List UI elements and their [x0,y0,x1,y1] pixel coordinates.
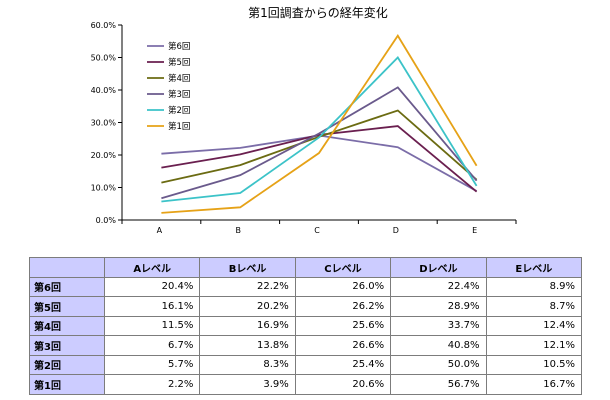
table-cell: 33.7% [390,315,487,336]
table-cell: 3.9% [199,374,296,395]
table-body: 第6回 20.4% 22.2% 26.0% 22.4% 8.9% 第5回 16.1% 20.2%… [29,276,583,395]
table-cell: 25.6% [294,315,392,336]
column-header: Aレベル [103,257,201,278]
table-cell: 22.4% [390,276,487,297]
series-line [161,56,478,203]
table-row: 第4回 11.5% 16.9% 25.6% 33.7% 12.4% [29,315,583,336]
table-cell: 10.5% [485,354,583,375]
line-chart: 第1回調査からの経年変化 0.0% 10.0% 20.0% 30.0% 40.0% 50.… [91,5,517,235]
row-header: 第6回 [29,276,105,297]
table-cell: 2.2% [103,374,201,395]
x-tick-label: D [393,226,399,235]
table-header-row: Aレベル Bレベル Cレベル Dレベル Eレベル [29,257,583,278]
y-tick-label: 10.0% [91,184,117,193]
table-cell: 20.4% [103,276,201,297]
table-cell: 25.4% [294,354,392,375]
table-cell: 8.7% [485,296,583,317]
series-line [161,86,478,200]
chart-title: 第1回調査からの経年変化 [248,5,388,20]
table-corner-cell [29,257,105,278]
table-cell: 16.1% [103,296,201,317]
table-cell: 26.0% [294,276,392,297]
y-tick-label: 60.0% [91,21,117,30]
table-cell: 8.3% [199,354,296,375]
x-tick-label: A [157,226,163,235]
row-header: 第3回 [29,335,105,356]
y-tick-label: 40.0% [91,86,117,95]
line-chart-svg: 第1回調査からの経年変化 0.0% 10.0% 20.0% 30.0% 40.0% 50.… [91,5,517,235]
table-cell: 56.7% [390,374,487,395]
table-row: 第5回 16.1% 20.2% 26.2% 28.9% 8.7% [29,296,583,317]
series-line [161,125,478,193]
table-row: 第2回 5.7% 8.3% 25.4% 50.0% 10.5% [29,354,583,375]
table-row: 第6回 20.4% 22.2% 26.0% 22.4% 8.9% [29,276,583,297]
series-line [161,134,478,192]
table-cell: 16.7% [485,374,583,395]
table-cell: 20.6% [294,374,392,395]
table-cell: 16.9% [199,315,296,336]
data-table: Aレベル Bレベル Cレベル Dレベル Eレベル 第6回 20.4% 22.2% 26… [29,257,583,395]
series-line [161,34,478,214]
table-cell: 8.9% [485,276,583,297]
column-header: Bレベル [199,257,296,278]
table-cell: 22.2% [199,276,296,297]
x-tick-label: B [235,226,241,235]
chart-axes: 0.0% 10.0% 20.0% 30.0% 40.0% 50.0% 60.0% A B C D E [91,21,517,235]
x-tick-label: E [472,226,477,235]
row-header: 第5回 [29,296,105,317]
legend-label: 第2回 [168,105,190,116]
table-cell: 20.2% [199,296,296,317]
y-tick-label: 50.0% [91,54,117,63]
table-row: 第1回 2.2% 3.9% 20.6% 56.7% 16.7% [29,374,583,395]
row-header: 第2回 [29,354,105,375]
table-cell: 13.8% [199,335,296,356]
legend-label: 第1回 [168,121,190,132]
row-header: 第1回 [29,374,105,395]
table-cell: 6.7% [103,335,201,356]
table-cell: 5.7% [103,354,201,375]
y-tick-label: 0.0% [96,216,117,225]
table-cell: 40.8% [390,335,487,356]
table-cell: 50.0% [390,354,487,375]
table-cell: 12.4% [485,315,583,336]
row-header: 第4回 [29,315,105,336]
table-row: 第3回 6.7% 13.8% 26.6% 40.8% 12.1% [29,335,583,356]
column-header: Cレベル [294,257,392,278]
legend-label: 第4回 [168,73,190,84]
legend-label: 第5回 [168,57,190,68]
table-cell: 26.6% [294,335,392,356]
table-cell: 12.1% [485,335,583,356]
column-header: Eレベル [485,257,583,278]
chart-series-lines [161,34,478,214]
y-tick-label: 30.0% [91,119,117,128]
table-cell: 11.5% [103,315,201,336]
table-cell: 28.9% [390,296,487,317]
table-cell: 26.2% [294,296,392,317]
column-header: Dレベル [390,257,487,278]
legend-label: 第3回 [168,89,190,100]
x-tick-label: C [314,226,320,235]
y-tick-label: 20.0% [91,151,117,160]
series-line [161,109,478,184]
legend-label: 第6回 [168,41,190,52]
